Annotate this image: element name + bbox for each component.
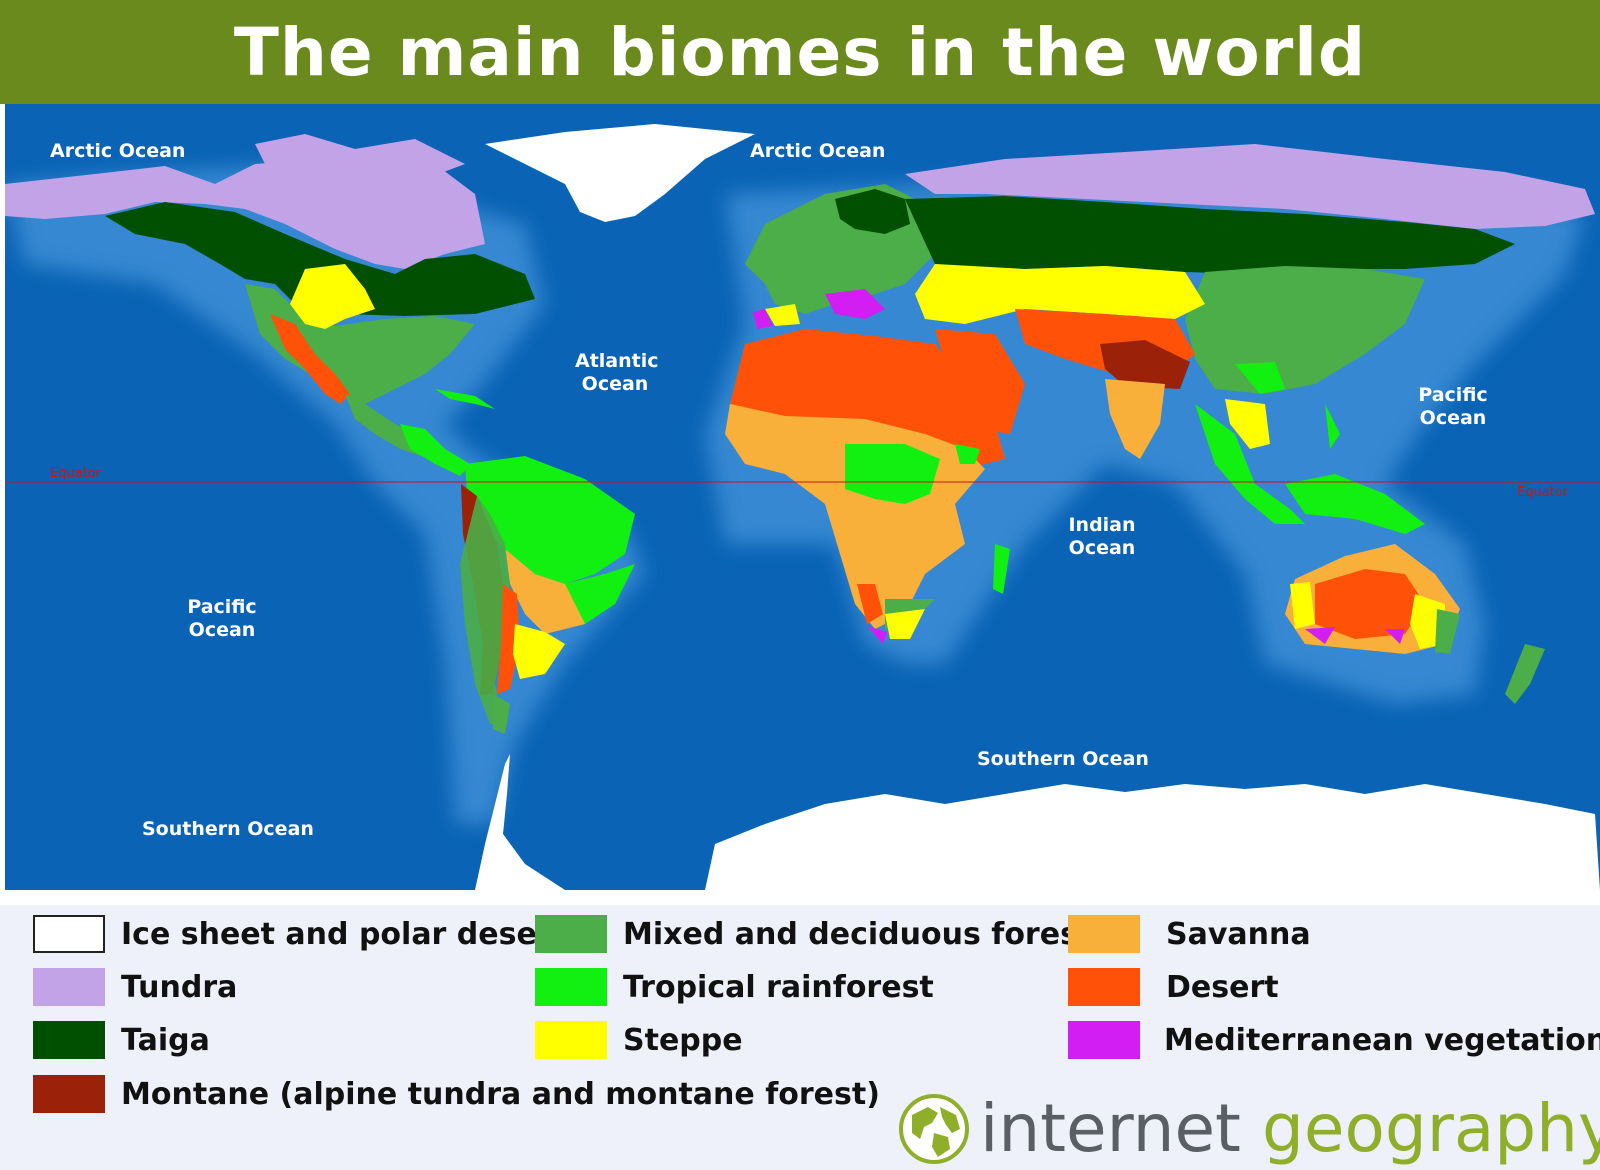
- map-svg: [5, 124, 1600, 890]
- legend-item-montane: Montane (alpine tundra and montane fores…: [33, 1075, 880, 1113]
- legend-swatch-desert: [1068, 968, 1140, 1006]
- legend-label-savanna: Savanna: [1166, 916, 1311, 952]
- legend-swatch-rainforest: [535, 968, 607, 1006]
- south-america: [460, 456, 635, 734]
- legend-label-mediterranean: Mediterranean vegetation: [1164, 1022, 1600, 1058]
- greenland-ice: [485, 124, 755, 222]
- europe: [745, 184, 935, 329]
- legend-label-montane: Montane (alpine tundra and montane fores…: [121, 1076, 880, 1112]
- legend-item-savanna: Savanna: [1068, 915, 1311, 953]
- page-title: The main biomes in the world: [233, 13, 1367, 91]
- legend-item-tundra: Tundra: [33, 968, 237, 1006]
- asia: [905, 144, 1595, 534]
- pacific-ocean-east-label: Pacific Ocean: [1418, 384, 1488, 429]
- legend-item-steppe: Steppe: [535, 1021, 743, 1059]
- legend-label-mixed-forest: Mixed and deciduous forest: [623, 916, 1093, 952]
- antarctica-ice: [705, 784, 1600, 890]
- arctic-ocean-west-label: Arctic Ocean: [50, 140, 186, 162]
- legend-item-taiga: Taiga: [33, 1021, 210, 1059]
- logo-text-internet: internet: [980, 1090, 1241, 1167]
- antarctic-peninsula-ice: [475, 754, 565, 890]
- legend-item-mediterranean: Mediterranean vegetation: [1068, 1021, 1600, 1059]
- legend-label-tundra: Tundra: [121, 969, 238, 1005]
- internet-geography-logo: internet geography: [898, 1090, 1600, 1167]
- north-america: [5, 134, 535, 476]
- logo-wordmark: internet geography: [980, 1090, 1600, 1167]
- legend-item-rainforest: Tropical rainforest: [535, 968, 934, 1006]
- legend: Ice sheet and polar desert Mixed and dec…: [0, 905, 1600, 1170]
- globe-icon: [899, 1093, 969, 1164]
- africa: [725, 329, 1010, 644]
- logo-text-geography: geography: [1261, 1090, 1600, 1167]
- legend-swatch-montane: [33, 1075, 105, 1113]
- equator-label-right: Equator: [1517, 485, 1569, 500]
- legend-label-ice: Ice sheet and polar desert: [121, 916, 566, 952]
- legend-swatch-ice: [33, 915, 105, 953]
- legend-label-taiga: Taiga: [121, 1022, 210, 1058]
- legend-item-mixed-forest: Mixed and deciduous forest: [535, 915, 1092, 953]
- australia: [1285, 544, 1545, 704]
- legend-item-ice: Ice sheet and polar desert: [33, 915, 566, 953]
- legend-swatch-savanna: [1068, 915, 1140, 953]
- indian-ocean-label: Indian Ocean: [1068, 514, 1136, 559]
- legend-label-desert: Desert: [1166, 969, 1279, 1005]
- title-banner: The main biomes in the world: [0, 0, 1600, 104]
- pacific-ocean-west-label: Pacific Ocean: [187, 596, 257, 641]
- legend-label-steppe: Steppe: [623, 1022, 743, 1058]
- legend-item-desert: Desert: [1068, 968, 1279, 1006]
- atlantic-ocean-label: Atlantic Ocean: [575, 350, 659, 395]
- equator-label-left: Equator: [50, 466, 102, 481]
- southern-ocean-west-label: Southern Ocean: [142, 818, 314, 840]
- legend-swatch-taiga: [33, 1021, 105, 1059]
- world-biome-map: Equator Equator Arctic Ocean Arctic Ocea…: [5, 104, 1600, 890]
- legend-swatch-steppe: [535, 1021, 607, 1059]
- legend-swatch-tundra: [33, 968, 105, 1006]
- legend-swatch-mixed-forest: [535, 915, 607, 953]
- southern-ocean-east-label: Southern Ocean: [977, 748, 1149, 770]
- arctic-ocean-east-label: Arctic Ocean: [750, 140, 886, 162]
- legend-label-rainforest: Tropical rainforest: [623, 969, 934, 1005]
- legend-swatch-mediterranean: [1068, 1021, 1140, 1059]
